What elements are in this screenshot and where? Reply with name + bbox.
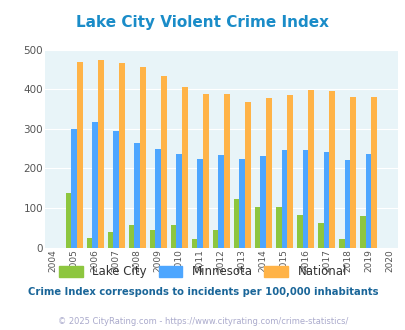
- Bar: [323, 152, 328, 248]
- Legend: Lake City, Minnesota, National: Lake City, Minnesota, National: [55, 262, 350, 282]
- Bar: [245, 102, 250, 248]
- Bar: [134, 143, 140, 248]
- Bar: [317, 223, 323, 248]
- Bar: [66, 193, 71, 248]
- Bar: [77, 62, 82, 248]
- Bar: [119, 63, 124, 248]
- Bar: [140, 67, 145, 248]
- Bar: [359, 216, 365, 248]
- Bar: [239, 159, 245, 248]
- Bar: [170, 224, 176, 248]
- Bar: [266, 98, 271, 248]
- Bar: [224, 94, 229, 248]
- Bar: [296, 214, 302, 248]
- Text: Lake City Violent Crime Index: Lake City Violent Crime Index: [76, 15, 329, 30]
- Bar: [149, 230, 155, 248]
- Bar: [281, 150, 286, 248]
- Bar: [176, 154, 181, 248]
- Bar: [370, 97, 376, 248]
- Bar: [107, 232, 113, 248]
- Bar: [218, 155, 224, 248]
- Bar: [350, 97, 355, 248]
- Bar: [161, 77, 166, 248]
- Bar: [254, 207, 260, 248]
- Text: Crime Index corresponds to incidents per 100,000 inhabitants: Crime Index corresponds to incidents per…: [28, 287, 377, 297]
- Bar: [338, 239, 344, 248]
- Bar: [197, 159, 202, 248]
- Bar: [191, 239, 197, 248]
- Bar: [275, 207, 281, 248]
- Bar: [181, 87, 187, 248]
- Bar: [286, 95, 292, 248]
- Bar: [328, 91, 334, 248]
- Bar: [307, 90, 313, 248]
- Bar: [202, 94, 208, 248]
- Bar: [128, 224, 134, 248]
- Bar: [113, 131, 119, 248]
- Bar: [155, 149, 161, 248]
- Bar: [86, 238, 92, 248]
- Bar: [71, 129, 77, 248]
- Bar: [233, 199, 239, 248]
- Bar: [260, 156, 266, 248]
- Bar: [365, 154, 370, 248]
- Bar: [302, 150, 307, 248]
- Text: © 2025 CityRating.com - https://www.cityrating.com/crime-statistics/: © 2025 CityRating.com - https://www.city…: [58, 317, 347, 326]
- Bar: [98, 60, 103, 248]
- Bar: [344, 160, 350, 248]
- Bar: [92, 121, 98, 248]
- Bar: [212, 230, 218, 248]
